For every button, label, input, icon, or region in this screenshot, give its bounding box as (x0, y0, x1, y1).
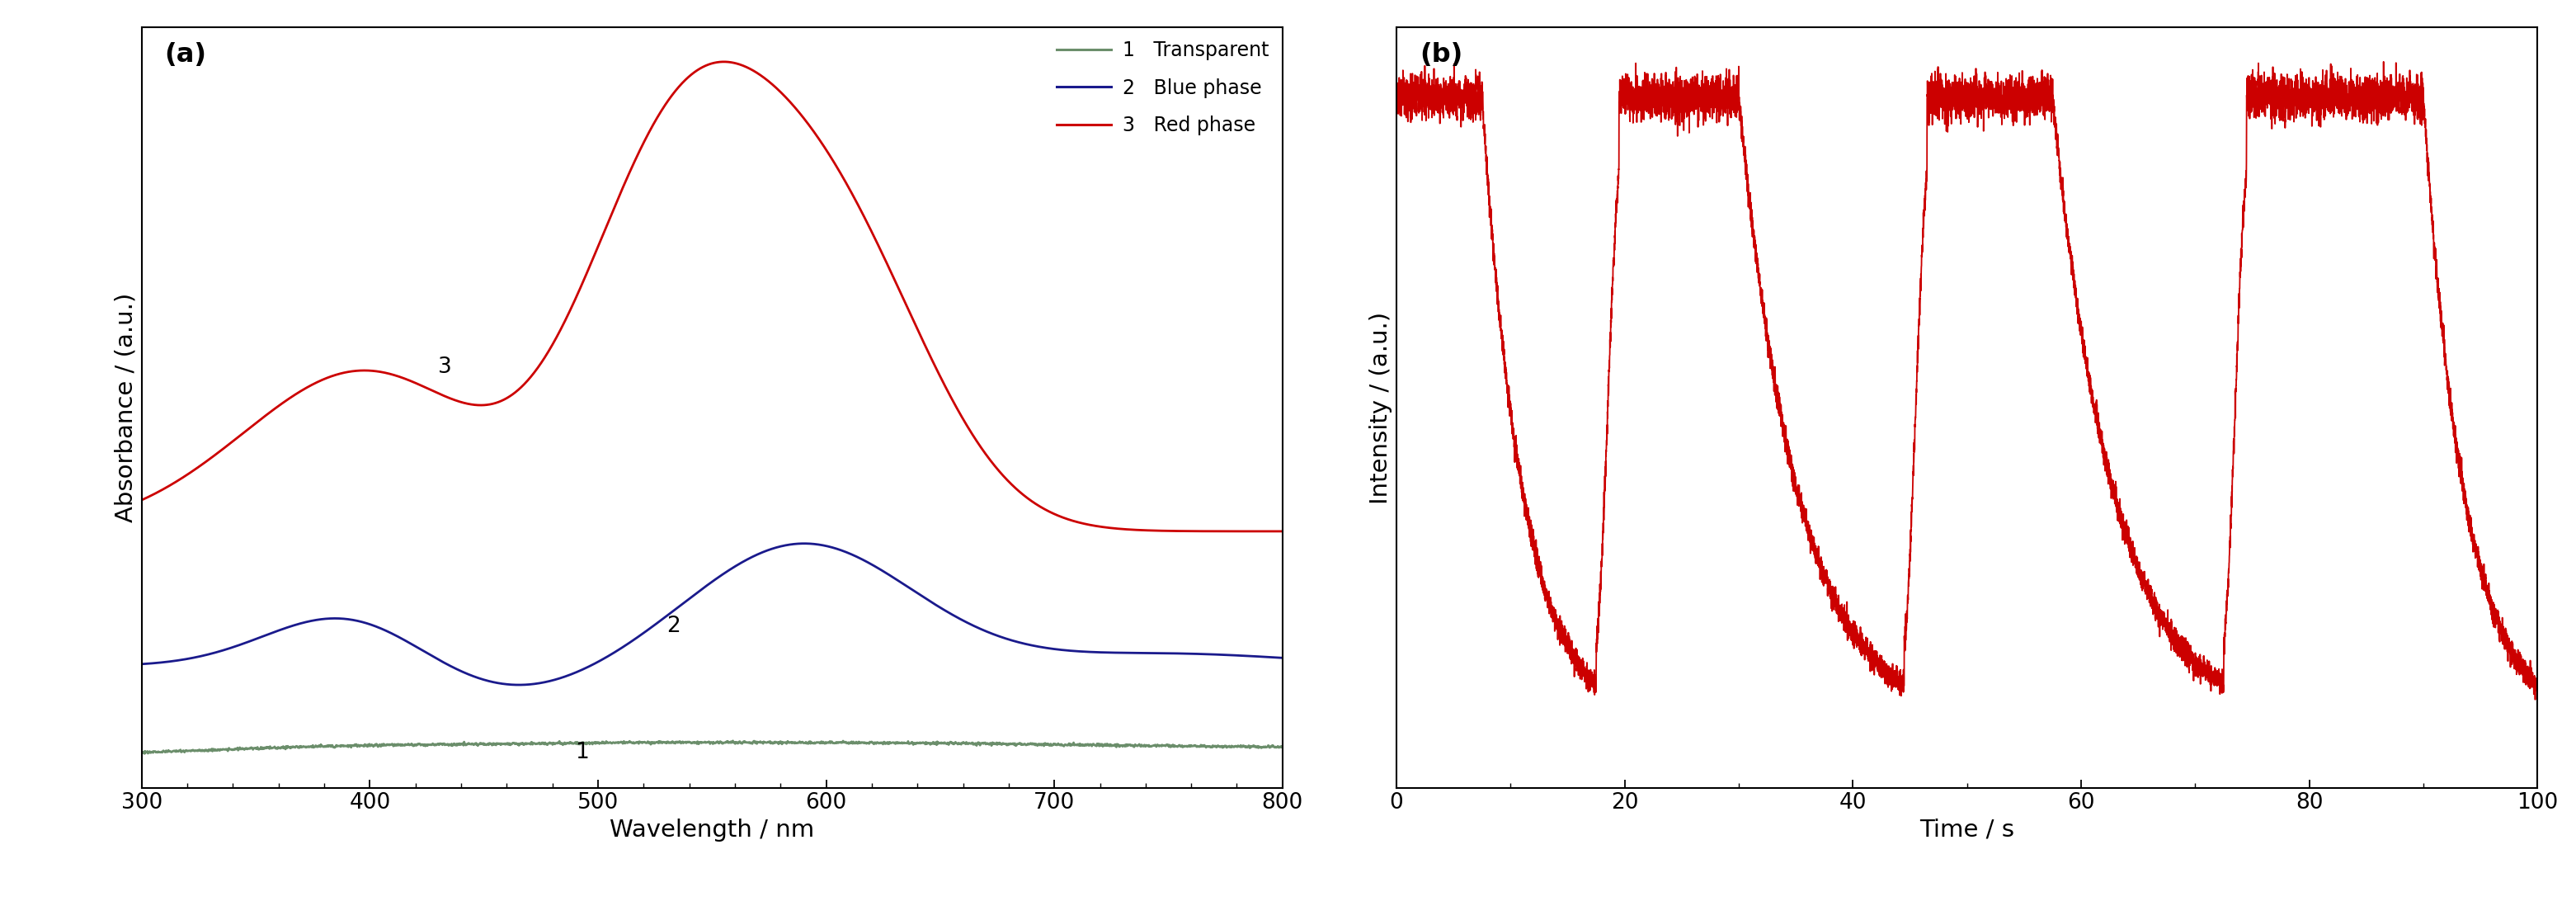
Text: 1: 1 (574, 742, 590, 764)
Text: (b): (b) (1419, 43, 1463, 68)
Y-axis label: Absorbance / (a.u.): Absorbance / (a.u.) (113, 293, 137, 523)
Text: (a): (a) (165, 43, 206, 68)
X-axis label: Wavelength / nm: Wavelength / nm (611, 818, 814, 842)
Text: 2: 2 (667, 616, 680, 637)
X-axis label: Time / s: Time / s (1919, 818, 2014, 842)
Legend: 1   Transparent, 2   Blue phase, 3   Red phase: 1 Transparent, 2 Blue phase, 3 Red phase (1048, 33, 1278, 143)
Y-axis label: Intensity / (a.u.): Intensity / (a.u.) (1368, 312, 1391, 504)
Text: 3: 3 (438, 356, 453, 378)
